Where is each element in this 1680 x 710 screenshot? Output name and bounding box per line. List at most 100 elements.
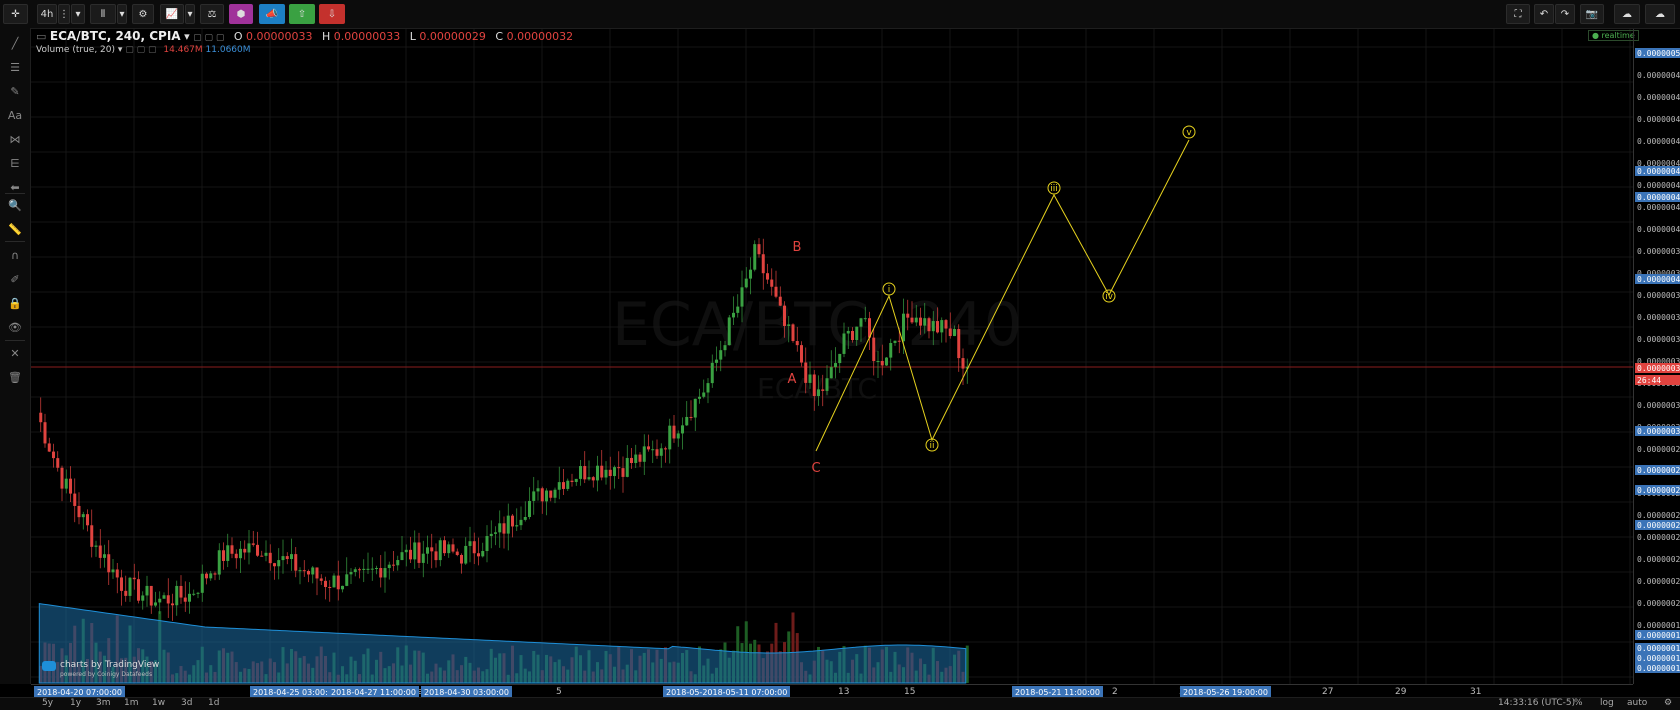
candle-body [222,550,225,561]
realtime-badge: ● realtime [1588,30,1639,41]
candle-body [56,458,60,468]
range-1m[interactable]: 1m [124,698,139,708]
symbol-title[interactable]: ECA/BTC, 240, CPIA [49,29,181,43]
range-3d[interactable]: 3d [181,698,193,708]
candle-body [855,326,859,341]
candle-body [808,374,812,383]
time-axis[interactable]: 222May351113151923252729312018-04-20 07:… [31,684,1633,698]
range-3m[interactable]: 3m [96,698,111,708]
fib-tool-icon[interactable]: ⋿ [10,156,20,170]
axis-settings-gear-icon[interactable]: ⚙ [1664,698,1673,708]
interval-button[interactable]: 4h [37,4,57,24]
snapshot-camera-icon[interactable]: 📷 [1580,4,1604,24]
candle-body [608,469,612,477]
high-value: 0.00000033 [333,30,401,43]
trash-icon[interactable]: 🗑 [8,370,22,384]
price-marker: 0.00000016 [1635,663,1680,673]
price-tick: 0.00000039 [1637,247,1680,256]
volume-legend: Volume (true, 20) ▾ ▢ ▢ ▢ 14.467M 11.066… [36,45,251,55]
indicators-icon[interactable]: 📈 [160,4,184,24]
candle-body [115,569,119,578]
cloud-save-icon[interactable]: ☁ [1645,4,1675,24]
hide-drawings-eye-icon[interactable]: 👁 [8,320,22,334]
candle-body [812,374,816,397]
cloud-load-icon[interactable]: ☁ [1614,4,1640,24]
price-tick: 0.00000035 [1637,335,1680,344]
trend-line-icon[interactable]: ╱ [11,36,19,50]
measure-icon[interactable]: 📏 [8,222,22,236]
volume-actions-icon[interactable]: ▢ ▢ ▢ [125,45,157,55]
auto-toggle[interactable]: auto [1627,698,1648,708]
undo-icon[interactable]: ↶ [1534,4,1554,24]
candle-body [842,333,846,354]
indicators-dropdown-icon[interactable]: ▾ [185,4,195,24]
candle-body [162,595,166,599]
magnet-icon[interactable]: ∩ [10,248,20,262]
candle-body [158,598,162,603]
tradingview-cloud-icon [42,661,56,671]
zoom-icon[interactable]: 🔍 [8,198,22,212]
fullscreen-icon[interactable]: ⛶ [1506,4,1530,24]
sell-arrow-down-icon[interactable]: ⇩ [319,4,345,24]
tradingview-branding[interactable]: charts by TradingView powered by Coinigy… [42,660,159,682]
interval-dropdown-icon[interactable]: ▾ [71,4,85,24]
lock-icon[interactable]: 🔒 [8,296,22,310]
candle-body [774,286,778,297]
volume-dropdown-icon[interactable]: ▾ [117,45,123,55]
bottom-bar: 5y 1y 3m 1m 1w 3d 1d 14:33:16 (UTC-5) % … [0,697,1680,710]
remove-tools-icon[interactable]: ✕ [10,346,20,360]
buy-arrow-up-icon[interactable]: ⇧ [289,4,315,24]
wave-label-text: ii [929,441,934,451]
text-tool-icon[interactable]: Aa [7,108,23,122]
candle-body [757,244,761,255]
candle-body [727,317,731,346]
interval-more-icon[interactable]: ⋮ [58,4,70,24]
candle-body [281,556,285,561]
crosshair-tool-button[interactable]: ✛ [3,4,28,24]
price-axis[interactable]: 0.000000580.000000480.000000470.00000046… [1633,29,1680,684]
volume-title[interactable]: Volume (true, 20) [36,45,116,55]
legend-collapse-icon[interactable]: ▭ [36,30,47,43]
range-1w[interactable]: 1w [152,698,166,708]
arrow-tool-icon[interactable]: ⬅ [10,180,20,194]
candle-body [438,540,442,561]
settings-gear-icon[interactable]: ⚙ [132,4,154,24]
log-toggle[interactable]: log [1600,698,1614,708]
candle-body [251,543,255,545]
candle-body [723,345,727,351]
candle-body [103,554,106,558]
legend-actions-icon[interactable]: ▢ ▢ ▢ [193,33,225,43]
range-5y[interactable]: 5y [42,698,54,708]
candle-body [910,317,914,323]
redo-icon[interactable]: ↷ [1555,4,1575,24]
separator [5,340,25,341]
symbol-dropdown-icon[interactable]: ▾ [184,30,190,43]
templates-cube-icon[interactable]: ⬢ [229,4,253,24]
bar-style-button[interactable]: ⫴ [90,4,116,24]
candle-body [451,544,455,552]
candle-body [651,449,655,451]
pattern-tool-icon[interactable]: ⋈ [9,132,21,146]
alerts-megaphone-icon[interactable]: 📣 [259,4,285,24]
stay-in-drawing-icon[interactable]: ✐ [10,272,20,286]
candle-body [566,480,570,489]
candle-body [553,489,557,498]
candle-body [655,449,659,456]
compare-scale-icon[interactable]: ⚖ [200,4,224,24]
range-1y[interactable]: 1y [70,698,82,708]
bar-style-dropdown-icon[interactable]: ▾ [117,4,127,24]
correction-label: C [811,461,820,476]
candle-body [379,568,383,578]
clock-time[interactable]: 14:33:16 (UTC-5) [1498,698,1576,708]
horizontal-lines-icon[interactable]: ☰ [10,60,20,74]
candle-body [268,552,272,564]
price-marker: 26:44 [1635,375,1680,385]
range-1d[interactable]: 1d [208,698,220,708]
brush-icon[interactable]: ✎ [10,84,20,98]
percent-toggle[interactable]: % [1574,698,1583,708]
low-label: L [409,30,416,43]
candle-body [358,569,361,571]
candle-body [744,278,748,288]
price-marker: 0.00000046 [1635,192,1680,202]
